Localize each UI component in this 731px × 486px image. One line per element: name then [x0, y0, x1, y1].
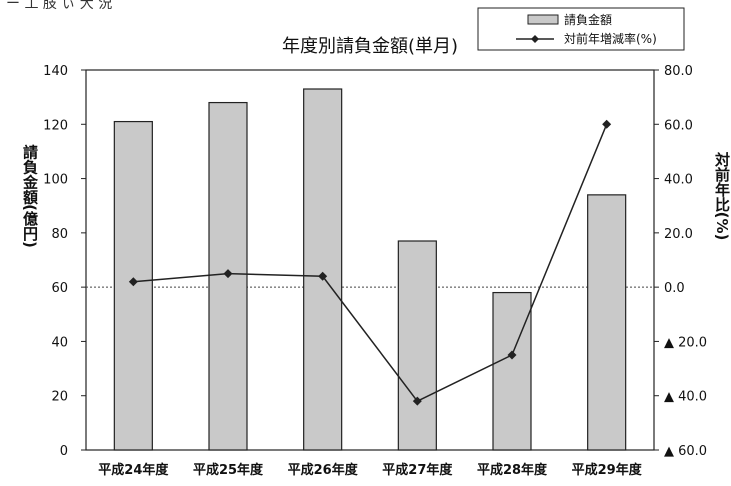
right-axis-title: 対前年比(%) — [713, 151, 731, 241]
left-tick-label: 100 — [43, 173, 68, 188]
bar-series — [113, 88, 627, 451]
right-tick-label: ▲ 40.0 — [664, 390, 707, 405]
right-tick-label: 40.0 — [664, 173, 693, 188]
left-tick-label: 140 — [43, 64, 68, 79]
right-axis-ticks: ▲ 60.0 ▲ 40.0 ▲ 20.0 0.0 20.0 40.0 60.0 80.0 — [654, 64, 707, 459]
right-tick-label: 0.0 — [664, 281, 685, 296]
legend-line-label: 対前年増減率(%) — [564, 31, 657, 46]
right-tick-label: ▲ 60.0 — [664, 444, 707, 459]
line-point-平成29年度 — [602, 119, 612, 129]
left-tick-label: 60 — [51, 281, 68, 296]
bar-平成28年度 — [492, 291, 532, 451]
line-point-平成28年度 — [507, 350, 517, 360]
legend-line-marker — [531, 35, 539, 43]
category-labels: 平成24年度 平成25年度 平成26年度 平成27年度 平成28年度 平成29年度 — [98, 462, 642, 478]
left-tick-label: 120 — [43, 118, 68, 133]
right-tick-label: ▲ 20.0 — [664, 335, 707, 350]
legend-box — [477, 7, 685, 51]
line-point-平成25年度 — [223, 269, 233, 279]
header-fragment: ー 工 肢 ぃ 大 況 — [6, 0, 112, 12]
category-label: 平成24年度 — [98, 462, 169, 478]
category-label: 平成25年度 — [193, 462, 264, 478]
left-tick-label: 20 — [51, 390, 68, 405]
line-point-平成26年度 — [318, 271, 328, 281]
line-path — [133, 124, 608, 403]
bar-平成27年度 — [397, 240, 437, 451]
line-point-平成27年度 — [412, 396, 422, 406]
line-point-平成24年度 — [128, 277, 138, 287]
legend-bar-swatch — [527, 14, 559, 25]
category-label: 平成28年度 — [477, 462, 548, 478]
right-tick-label: 80.0 — [664, 64, 693, 79]
chart-title: 年度別請負金額(単月) — [282, 36, 458, 57]
category-label: 平成29年度 — [572, 462, 643, 478]
left-axis-ticks: 0 20 40 60 80 100 120 140 — [43, 64, 86, 459]
category-label: 平成26年度 — [288, 462, 359, 478]
category-label: 平成27年度 — [382, 462, 453, 478]
left-tick-label: 40 — [51, 335, 68, 350]
left-tick-label: 0 — [60, 444, 68, 459]
right-tick-label: 20.0 — [664, 227, 693, 242]
left-tick-label: 80 — [51, 227, 68, 242]
bar-平成29年度 — [587, 194, 627, 451]
line-series — [128, 119, 612, 406]
right-tick-label: 60.0 — [664, 118, 693, 133]
left-axis-title: 請負金額(億円) — [21, 143, 39, 248]
legend: 請負金額 対前年増減率(%) — [477, 7, 685, 51]
legend-bar-label: 請負金額 — [564, 12, 612, 27]
plot-frame — [85, 69, 655, 451]
bar-平成26年度 — [303, 88, 343, 451]
